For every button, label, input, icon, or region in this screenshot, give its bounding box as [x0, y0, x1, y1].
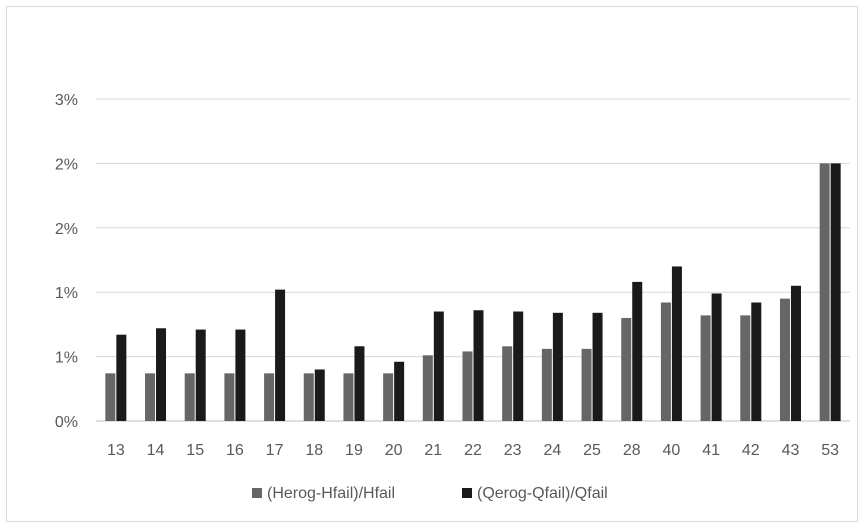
bar-herog-40 — [660, 302, 671, 421]
x-tick-label: 42 — [742, 442, 760, 459]
y-tick-label: 0% — [55, 414, 78, 431]
bar-herog-28 — [621, 317, 632, 421]
bars — [105, 163, 841, 421]
legend-swatch-1 — [462, 488, 472, 498]
bar-qerog-18 — [314, 369, 325, 421]
y-tick-label: 2% — [55, 221, 78, 238]
y-tick-label: 1% — [55, 350, 78, 367]
chart-frame — [6, 6, 858, 522]
legend-label-1: (Qerog-Qfail)/Qfail — [477, 485, 608, 502]
bar-qerog-25 — [592, 312, 603, 421]
bar-qerog-42 — [751, 302, 762, 421]
bar-herog-13 — [105, 373, 116, 421]
bar-qerog-13 — [116, 334, 127, 421]
x-axis-tick-labels: 13 14 15 16 17 18 19 20 21 22 23 24 25 28 40 41 42 43 53 — [107, 442, 839, 459]
bar-herog-41 — [700, 315, 711, 421]
bar-herog-53 — [819, 163, 830, 421]
x-tick-label: 23 — [504, 442, 522, 459]
bar-herog-14 — [145, 373, 156, 421]
x-tick-label: 40 — [663, 442, 681, 459]
bar-qerog-40 — [671, 266, 682, 421]
bar-qerog-28 — [632, 281, 643, 421]
y-tick-label: 1% — [55, 285, 78, 302]
bar-qerog-14 — [156, 328, 167, 421]
x-tick-label: 28 — [623, 442, 641, 459]
bar-qerog-17 — [275, 289, 286, 421]
x-tick-label: 13 — [107, 442, 125, 459]
bar-qerog-19 — [354, 346, 365, 421]
x-tick-label: 24 — [543, 442, 561, 459]
legend-label-0: (Herog-Hfail)/Hfail — [267, 485, 395, 502]
bar-qerog-15 — [195, 329, 206, 421]
gridlines — [96, 98, 850, 422]
bar-qerog-20 — [394, 361, 405, 421]
bar-qerog-43 — [790, 285, 801, 421]
bar-qerog-23 — [513, 311, 524, 421]
x-tick-label: 20 — [385, 442, 403, 459]
legend-swatch-0 — [252, 488, 262, 498]
bar-qerog-24 — [552, 312, 563, 421]
x-tick-label: 53 — [821, 442, 839, 459]
bar-herog-16 — [224, 373, 235, 421]
bar-qerog-16 — [235, 329, 246, 421]
bar-herog-21 — [422, 355, 433, 421]
y-axis-tick-labels: 0% 1% 1% 2% 2% 3% — [55, 92, 78, 431]
x-tick-label: 17 — [266, 442, 284, 459]
x-tick-label: 19 — [345, 442, 363, 459]
bar-herog-22 — [462, 351, 473, 421]
bar-herog-24 — [541, 348, 552, 421]
x-tick-label: 25 — [583, 442, 601, 459]
x-tick-label: 15 — [186, 442, 204, 459]
legend: (Herog-Hfail)/Hfail (Qerog-Qfail)/Qfail — [252, 485, 608, 502]
y-tick-label: 2% — [55, 156, 78, 173]
bar-herog-19 — [343, 373, 354, 421]
x-tick-label: 41 — [702, 442, 720, 459]
x-tick-label: 16 — [226, 442, 244, 459]
x-tick-label: 18 — [305, 442, 323, 459]
y-tick-label: 3% — [55, 92, 78, 109]
bar-herog-43 — [779, 298, 790, 421]
bar-herog-20 — [383, 373, 394, 421]
bar-herog-15 — [184, 373, 195, 421]
bar-herog-17 — [264, 373, 275, 421]
x-tick-label: 22 — [464, 442, 482, 459]
bar-qerog-53 — [830, 163, 841, 421]
bar-qerog-41 — [711, 293, 722, 421]
x-tick-label: 14 — [147, 442, 165, 459]
bar-herog-18 — [303, 373, 314, 421]
bar-herog-23 — [502, 346, 513, 421]
bar-qerog-21 — [433, 311, 444, 421]
bar-qerog-22 — [473, 310, 484, 421]
bar-herog-25 — [581, 348, 592, 421]
x-tick-label: 43 — [782, 442, 800, 459]
x-tick-label: 21 — [424, 442, 442, 459]
bar-herog-42 — [740, 315, 751, 421]
